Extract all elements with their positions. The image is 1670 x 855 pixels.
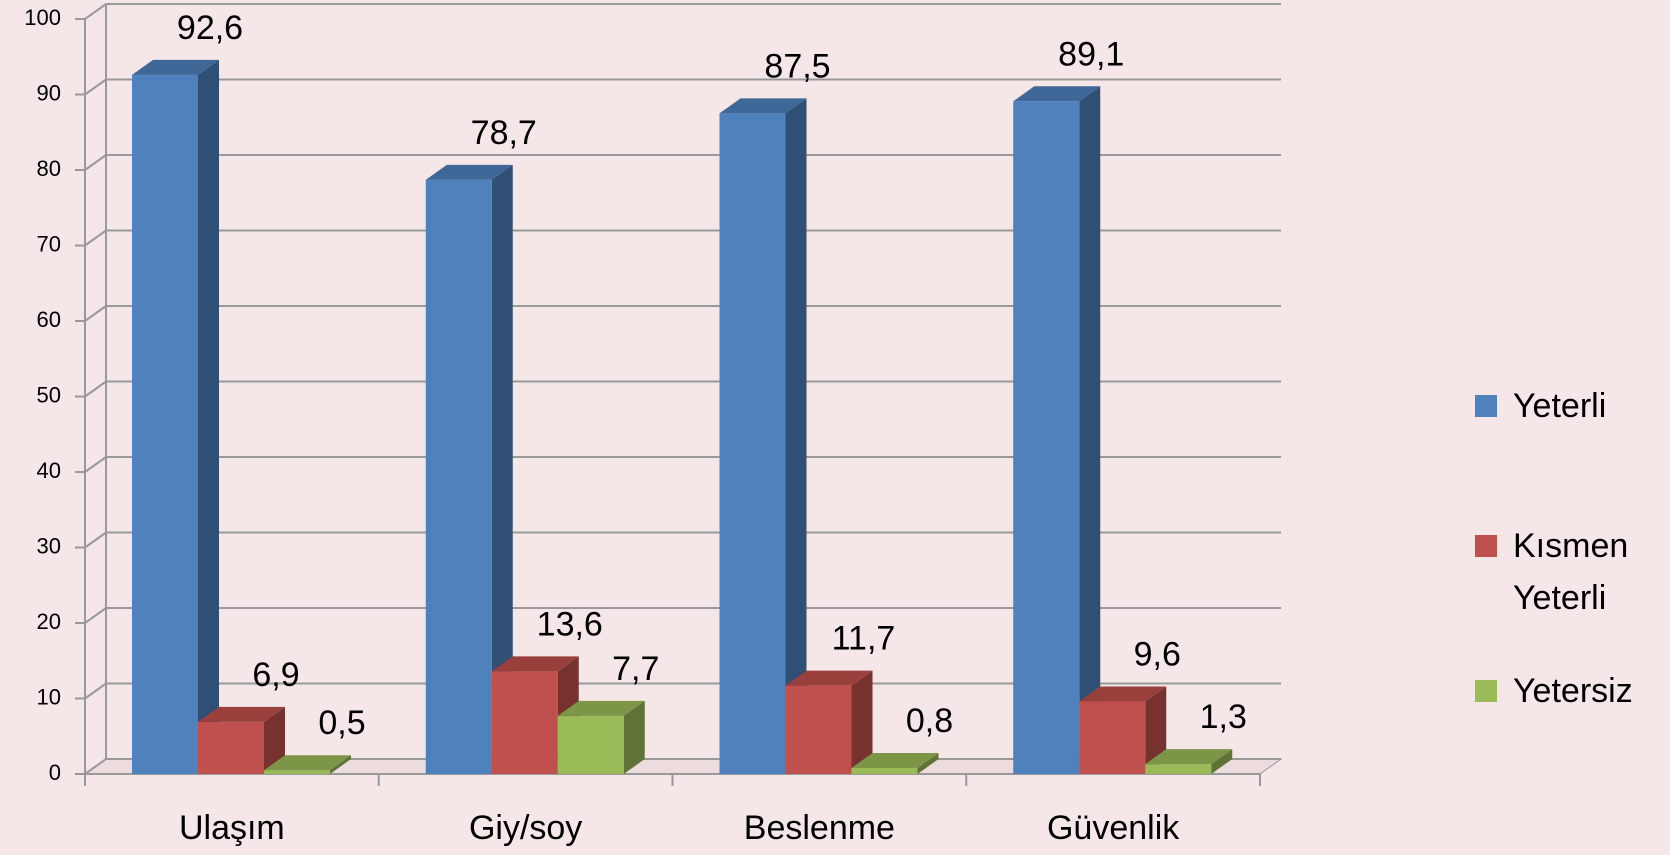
bar-side xyxy=(623,700,645,774)
legend-label: Yeterli xyxy=(1513,387,1607,425)
bar-top xyxy=(425,164,513,180)
value-label: 7,7 xyxy=(612,650,659,688)
value-label: 13,6 xyxy=(537,605,603,643)
bar-top xyxy=(851,752,939,768)
x-tick-label: Ulaşım xyxy=(179,809,285,847)
bar xyxy=(557,715,624,774)
bar-top xyxy=(264,755,351,771)
value-label: 92,6 xyxy=(177,9,243,47)
bar-top xyxy=(1013,86,1101,102)
y-tick-label: 20 xyxy=(37,609,61,634)
bar-top xyxy=(557,700,645,716)
bar-top xyxy=(1145,749,1233,765)
legend-label: Yetersiz xyxy=(1513,672,1633,710)
value-label: 89,1 xyxy=(1058,35,1124,73)
grid-side xyxy=(84,607,107,624)
value-label: 0,5 xyxy=(318,704,365,742)
value-label: 6,9 xyxy=(252,656,299,694)
bar-top xyxy=(198,706,285,722)
y-tick-label: 10 xyxy=(37,684,61,709)
bar-side xyxy=(785,98,807,774)
bar xyxy=(132,74,198,775)
grid-side xyxy=(84,531,107,549)
grid-side xyxy=(84,305,107,322)
legend-label: Kısmen Yeterli xyxy=(1513,527,1629,617)
y-tick-label: 80 xyxy=(37,156,61,181)
value-label: 9,6 xyxy=(1134,636,1181,674)
value-label: 78,7 xyxy=(471,114,537,152)
bar-top xyxy=(1079,686,1167,702)
bar xyxy=(785,685,852,774)
bar xyxy=(1079,701,1146,774)
bar xyxy=(851,767,918,774)
bar xyxy=(264,770,330,774)
bar-side xyxy=(264,706,285,774)
bar-side xyxy=(917,752,939,774)
grid-side xyxy=(84,380,107,398)
y-tick-label: 0 xyxy=(49,760,61,785)
value-label: 11,7 xyxy=(832,620,896,658)
bar-side xyxy=(491,164,513,774)
bar xyxy=(1145,764,1212,774)
bar-side xyxy=(198,59,219,775)
y-tick-label: 70 xyxy=(37,231,61,256)
grid-side xyxy=(84,456,107,473)
x-tick-label: Güvenlik xyxy=(1047,809,1180,847)
value-label: 0,8 xyxy=(906,702,953,740)
value-label: 1,3 xyxy=(1200,698,1247,736)
y-tick-label: 40 xyxy=(37,458,61,483)
bar-top xyxy=(491,656,579,672)
grid-side xyxy=(84,682,107,700)
bar-top xyxy=(132,59,219,75)
grid-side xyxy=(84,3,107,20)
legend-swatch xyxy=(1475,535,1497,557)
bar xyxy=(198,721,264,774)
bar xyxy=(719,113,786,774)
bar-side xyxy=(851,670,873,774)
y-tick-label: 100 xyxy=(24,5,61,30)
bar xyxy=(425,179,492,774)
y-tick-label: 60 xyxy=(37,307,61,332)
bar-side xyxy=(330,755,351,774)
grid-side xyxy=(84,154,107,171)
bar xyxy=(1013,101,1080,775)
x-tick-label: Beslenme xyxy=(744,809,895,847)
bar-top xyxy=(719,98,807,114)
legend-swatch xyxy=(1475,680,1497,702)
grid-side xyxy=(84,758,107,775)
y-tick-label: 90 xyxy=(37,80,61,105)
legend-swatch xyxy=(1475,395,1497,417)
bar-side xyxy=(1145,686,1167,774)
bar xyxy=(491,671,558,774)
bar-top xyxy=(785,670,873,686)
bar-side xyxy=(1211,749,1233,774)
y-tick-label: 30 xyxy=(37,533,61,558)
y-tick-label: 50 xyxy=(37,382,61,407)
bar-side xyxy=(1079,86,1101,775)
grid-side xyxy=(84,78,107,96)
x-tick-label: Giy/soy xyxy=(469,809,582,847)
value-label: 87,5 xyxy=(764,47,830,85)
grid-side xyxy=(84,229,107,247)
